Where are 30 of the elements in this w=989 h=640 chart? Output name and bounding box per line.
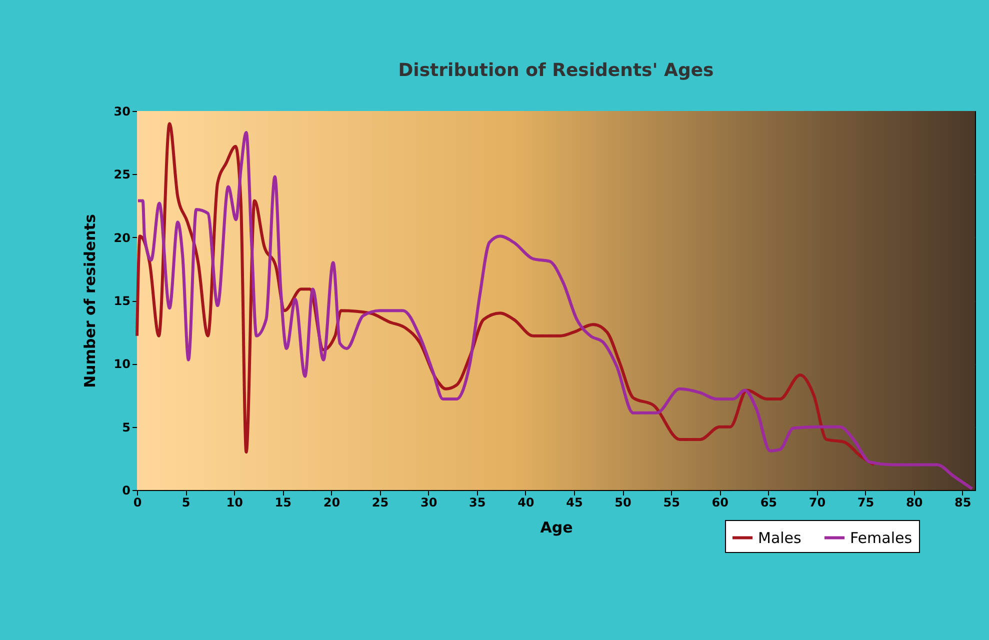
- y-tick-label: 0: [122, 484, 130, 498]
- y-tick-label: 5: [122, 420, 130, 434]
- x-tick-label: 60: [712, 496, 728, 510]
- x-tick-label: 0: [133, 496, 142, 510]
- x-tick-label: 20: [323, 496, 340, 510]
- y-tick-label: 10: [114, 357, 130, 372]
- x-tick-label: 40: [518, 496, 534, 510]
- y-axis-title: Number of residents: [80, 214, 99, 388]
- y-tick-label: 30: [114, 104, 130, 118]
- y-tick-label: 15: [114, 294, 130, 308]
- legend-label: Males: [758, 528, 802, 547]
- x-tick-label: 85: [954, 496, 972, 510]
- y-tick-label: 25: [114, 168, 130, 182]
- x-tick-label: 70: [808, 496, 826, 510]
- x-tick-label: 30: [420, 496, 438, 510]
- x-tick-label: 5: [182, 496, 190, 510]
- x-tick-label: 45: [566, 496, 583, 510]
- x-tick-label: 75: [857, 496, 874, 510]
- x-tick-label: 65: [760, 496, 778, 510]
- y-tick-label: 20: [114, 230, 130, 245]
- x-tick-label: 55: [663, 496, 680, 510]
- x-tick-label: 50: [614, 496, 632, 510]
- x-axis-title: Age: [540, 518, 573, 536]
- x-tick-label: 25: [372, 496, 389, 510]
- x-tick-label: 80: [906, 496, 923, 510]
- x-tick-label: 35: [469, 496, 486, 510]
- x-tick-label: 15: [274, 496, 292, 510]
- x-tick-label: 10: [226, 496, 243, 510]
- legend-label: Females: [850, 528, 912, 547]
- chart-title: Distribution of Residents' Ages: [398, 60, 714, 81]
